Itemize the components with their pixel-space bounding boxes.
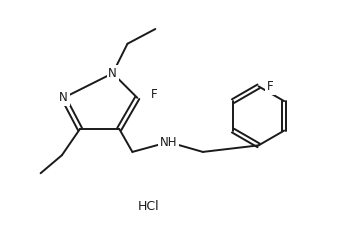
Text: F: F xyxy=(151,88,158,101)
Text: N: N xyxy=(59,91,68,104)
Text: N: N xyxy=(108,67,117,80)
Text: HCl: HCl xyxy=(138,200,160,212)
Text: NH: NH xyxy=(160,136,177,149)
Text: F: F xyxy=(267,80,273,93)
